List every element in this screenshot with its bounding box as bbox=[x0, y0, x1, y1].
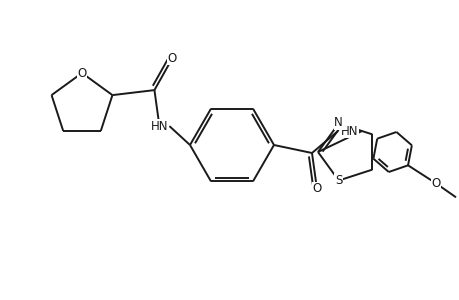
Text: HN: HN bbox=[151, 120, 168, 133]
Text: S: S bbox=[334, 174, 341, 187]
Text: HN: HN bbox=[341, 124, 358, 137]
Text: O: O bbox=[168, 52, 177, 64]
Text: O: O bbox=[312, 182, 321, 196]
Text: O: O bbox=[431, 177, 440, 190]
Text: O: O bbox=[77, 67, 86, 80]
Text: N: N bbox=[334, 116, 342, 129]
